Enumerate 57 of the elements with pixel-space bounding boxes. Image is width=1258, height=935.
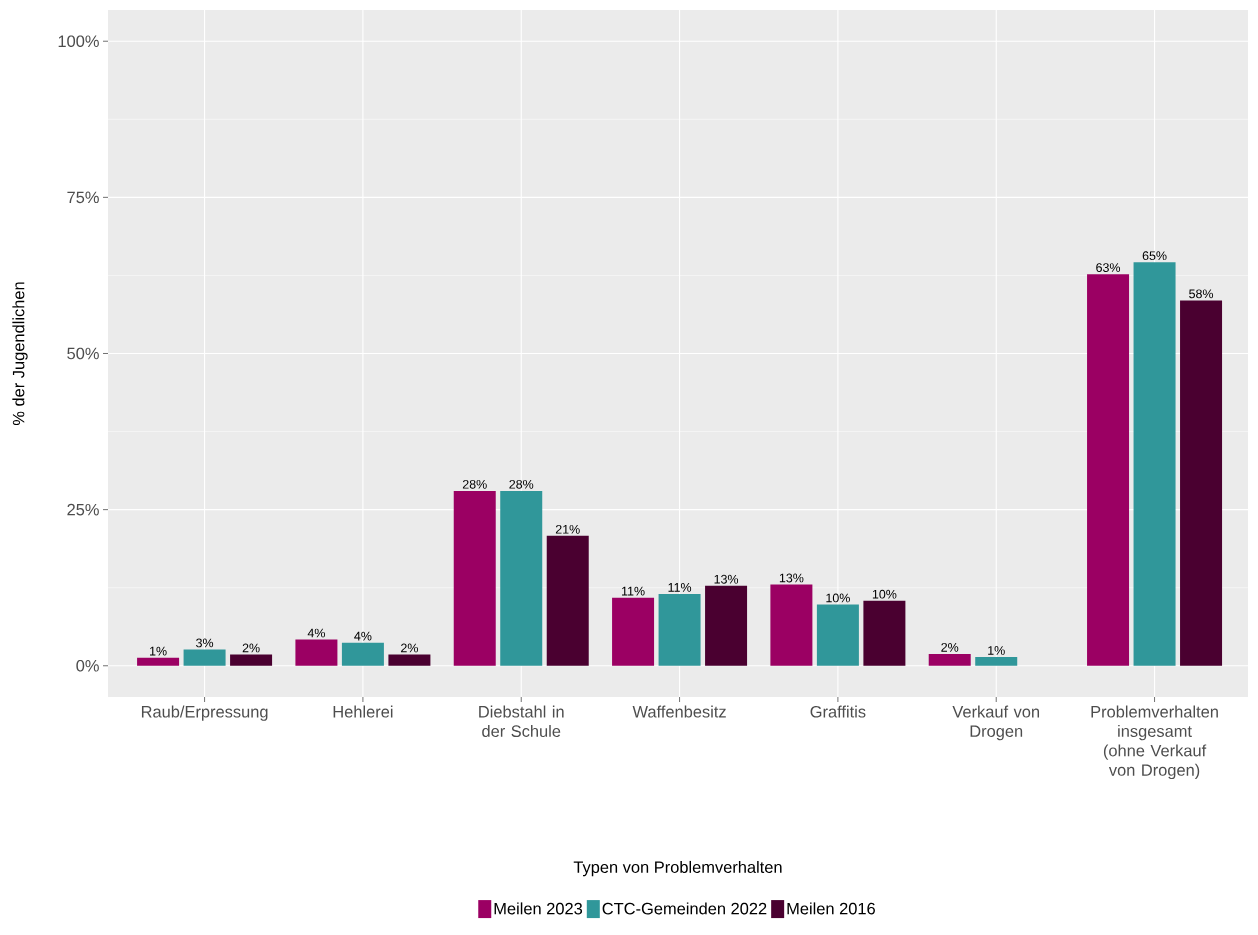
x-tick-label: Waffenbesitz — [632, 705, 726, 718]
y-tick-label: 25% — [67, 503, 99, 516]
x-tick-label: Raub/Erpressung — [141, 705, 268, 721]
bar — [1133, 262, 1176, 666]
x-tick-label: Verkauf von Drogen — [952, 705, 1040, 741]
y-tick-label: 100% — [58, 35, 99, 48]
data-label: 13% — [714, 574, 739, 584]
bar — [770, 584, 813, 666]
data-label: 28% — [509, 479, 534, 489]
bar — [183, 649, 226, 666]
bar — [137, 657, 180, 666]
data-label: 65% — [1142, 251, 1167, 261]
x-tick-label: Problemverhalten insgesamt (ohne Verkauf von Drogen) — [1091, 705, 1218, 780]
legend-label: CTC-Gemeinden 2022 — [602, 902, 767, 915]
data-label: 13% — [779, 573, 804, 583]
bar — [453, 490, 496, 666]
data-label: 2% — [941, 642, 959, 652]
x-tick-label: Hehlerei — [333, 705, 393, 718]
bar — [1087, 274, 1130, 666]
data-label: 63% — [1096, 263, 1121, 272]
x-axis-title: Typen von Problemverhalten — [573, 860, 782, 877]
bar — [612, 597, 655, 666]
bar — [230, 654, 273, 666]
y-tick-label: 50% — [67, 347, 99, 360]
y-tick-label: 75% — [67, 191, 99, 204]
legend-label: Meilen 2023 — [494, 902, 583, 915]
data-label: 1% — [150, 646, 167, 656]
bar — [341, 642, 384, 666]
bar — [500, 490, 543, 666]
data-label: 21% — [555, 524, 580, 534]
x-tick-label: Diebstahl in der Schule — [479, 705, 564, 738]
x-tick-label: Graffitis — [810, 705, 866, 718]
bar — [928, 653, 971, 666]
bar — [975, 657, 1018, 666]
data-label: 11% — [622, 586, 645, 596]
data-label: 4% — [307, 628, 325, 638]
legend-label: Meilen 2016 — [787, 902, 875, 915]
bar — [295, 639, 338, 666]
data-label: 2% — [242, 643, 260, 653]
bar — [658, 593, 701, 666]
bar — [1180, 300, 1223, 666]
data-label: 10% — [872, 589, 897, 599]
bar — [388, 654, 431, 666]
bar — [863, 600, 906, 666]
y-axis-title: % der Jugendlichen — [12, 282, 28, 426]
data-label: 4% — [354, 631, 372, 641]
bar — [816, 604, 859, 666]
data-label: 58% — [1189, 289, 1214, 299]
y-tick-label: 0% — [76, 659, 99, 672]
data-label: 1% — [988, 646, 1005, 655]
bar — [546, 535, 589, 666]
data-label: 3% — [196, 638, 214, 648]
data-label: 28% — [462, 479, 487, 489]
data-label: 2% — [401, 643, 418, 653]
data-label: 10% — [826, 593, 850, 603]
data-label: 11% — [668, 583, 692, 592]
bar — [705, 585, 748, 666]
